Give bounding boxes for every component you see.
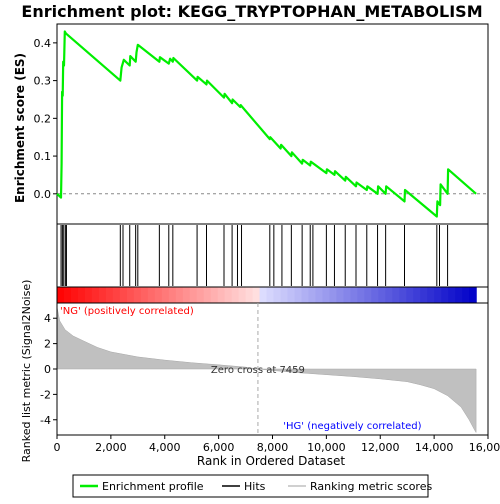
heatmap-segment (357, 287, 365, 303)
rank-xtick-label: 16,000 (469, 441, 500, 454)
negative-correlation-label: 'HG' (negatively correlated) (283, 421, 421, 432)
heatmap-segment (364, 287, 372, 303)
rank-xtick-label: 12,000 (361, 441, 400, 454)
heatmap-segment (133, 287, 142, 303)
heatmap-segment (413, 287, 421, 303)
heatmap-segment (231, 287, 240, 303)
es-ytick-label: 0.3 (34, 75, 52, 88)
heatmap-segment (182, 287, 191, 303)
heatmap-segment (119, 287, 128, 303)
rank-xtick-label: 0 (54, 441, 61, 454)
legend-label: Enrichment profile (102, 480, 204, 493)
heatmap-segment (350, 287, 358, 303)
heatmap-segment (252, 287, 261, 303)
heatmap-segment (63, 287, 72, 303)
heatmap-segment (308, 287, 317, 303)
heatmap-segment (154, 287, 163, 303)
heatmap-segment (210, 287, 219, 303)
metric-ytick-label: -4 (40, 414, 51, 427)
positive-correlation-label: 'NG' (positively correlated) (60, 306, 194, 317)
heatmap-segment (406, 287, 414, 303)
es-ytick-label: 0.2 (34, 112, 52, 125)
heatmap-segment (315, 287, 324, 303)
heatmap-segment (385, 287, 393, 303)
rank-xtick-label: 6,000 (203, 441, 235, 454)
heatmap-segment (189, 287, 198, 303)
heatmap-segment (203, 287, 212, 303)
heatmap-segment (301, 287, 310, 303)
hits-panel (56, 223, 489, 288)
es-ytick-label: 0.0 (34, 188, 52, 201)
heatmap-segment (161, 287, 170, 303)
heatmap-segment (427, 287, 435, 303)
heatmap-segment (371, 287, 379, 303)
heatmap-segment (91, 287, 100, 303)
zero-cross-label: Zero cross at 7459 (211, 365, 305, 376)
heatmap-segment (140, 287, 149, 303)
heatmap-segment (147, 287, 156, 303)
heatmap-segment (168, 287, 177, 303)
rank-xtick-label: 2,000 (95, 441, 127, 454)
rank-xtick-label: 8,000 (257, 441, 289, 454)
heatmap-segment (98, 287, 107, 303)
heatmap-segment (126, 287, 135, 303)
heatmap-segment (84, 287, 93, 303)
heatmap-segment (294, 287, 303, 303)
es-ytick-label: 0.1 (34, 150, 52, 163)
heatmap-segment (441, 287, 449, 303)
heatmap-segment (105, 287, 114, 303)
heatmap-segment (238, 287, 247, 303)
heatmap-segment (343, 287, 352, 303)
heatmap-segment (434, 287, 442, 303)
heatmap-segment (196, 287, 205, 303)
heatmap-segment (273, 287, 282, 303)
rank-xtick-label: 4,000 (149, 441, 181, 454)
heatmap-segment (448, 287, 456, 303)
chart-legend: Enrichment profile Hits Ranking metric sco… (72, 474, 432, 498)
heatmap-segment (77, 287, 86, 303)
heatmap-segment (336, 287, 345, 303)
metric-ytick-label: 4 (44, 312, 51, 325)
heatmap-segment (175, 287, 184, 303)
heatmap-segment (224, 287, 233, 303)
ranking-metric-area (56, 306, 477, 434)
heatmap-segment (287, 287, 296, 303)
rank-xtick-label: 10,000 (307, 441, 346, 454)
metric-ytick-label: -2 (40, 388, 51, 401)
metric-panel: 4 2 0 -2 -4 0 2,000 4,000 6,000 8,000 10,000 12,000… (40, 302, 500, 454)
rank-xtick-label: 14,000 (415, 441, 454, 454)
heatmap-segment (469, 287, 477, 303)
heatmap-segment (245, 287, 254, 303)
heatmap-segment (455, 287, 463, 303)
heatmap-segment (70, 287, 79, 303)
heatmap-segment (57, 287, 65, 303)
heatmap-segment (399, 287, 407, 303)
heatmap-segment (259, 287, 268, 303)
heatmap-segment (392, 287, 400, 303)
heatmap-segment (329, 287, 338, 303)
heatmap-segment (420, 287, 428, 303)
heatmap-segment (217, 287, 226, 303)
rank-heatmap-bar (56, 286, 489, 304)
es-axis-label: Enrichment score (ES) (13, 53, 27, 203)
metric-axis-label: Ranked list metric (Signal2Noise) (20, 280, 33, 463)
heatmap-segment (112, 287, 121, 303)
rank-axis-label: Rank in Ordered Dataset (197, 454, 345, 468)
heatmap-segment (462, 287, 470, 303)
metric-ytick-label: 0 (44, 363, 51, 376)
heatmap-segment (378, 287, 386, 303)
metric-ytick-label: 2 (44, 338, 51, 351)
enrichment-profile-line (56, 30, 477, 218)
legend-label: Ranking metric scores (310, 480, 432, 493)
heatmap-segment (266, 287, 275, 303)
legend-box (72, 474, 429, 498)
heatmap-segment (322, 287, 331, 303)
heatmap-segment (280, 287, 289, 303)
legend-label: Hits (244, 480, 266, 493)
es-ytick-label: 0.4 (34, 37, 52, 50)
chart-title: Enrichment plot: KEGG_TRYPTOPHAN_METABOL… (21, 2, 482, 21)
